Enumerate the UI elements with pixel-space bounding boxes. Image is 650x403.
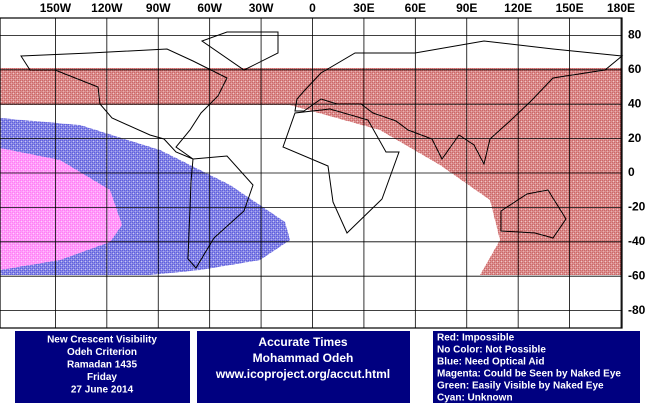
info-line: Friday: [87, 372, 117, 383]
lat-label: -40: [628, 234, 646, 248]
lat-label: -80: [628, 303, 646, 317]
legend-entry: Green: Easily Visible by Naked Eye: [437, 381, 604, 392]
map-frame: [0, 17, 623, 329]
naked-eye-region: [0, 148, 122, 270]
legend-box: [433, 331, 640, 403]
info-line: Odeh Criterion: [67, 347, 137, 358]
south-america: [187, 155, 254, 269]
author-box: [197, 331, 410, 403]
lon-label: 30E: [353, 1, 374, 15]
legend-entry: Blue: Need Optical Aid: [437, 357, 544, 368]
author-line: Mohammad Odeh: [253, 351, 354, 365]
lon-label: 60E: [405, 1, 426, 15]
lat-label: 60: [628, 62, 642, 76]
lon-label: 0: [309, 1, 316, 15]
lon-label: 90W: [146, 1, 171, 15]
author-line: www.icoproject.org/accut.html: [215, 367, 390, 381]
africa: [282, 108, 400, 234]
info-line: Ramadan 1435: [67, 360, 137, 371]
coastlines: [20, 31, 624, 269]
legend-entry: Magenta: Could be Seen by Naked Eye: [437, 369, 621, 380]
lon-label: 120W: [91, 1, 123, 15]
lon-label: 180E: [607, 1, 635, 15]
axis-labels: 150W 120W 90W 60W 30W 0 30E 60E 90E 120E 150E 180E 8…: [40, 1, 646, 317]
lon-label: 150W: [40, 1, 72, 15]
legend-entry: No Color: Not Possible: [437, 345, 546, 356]
author-line: Accurate Times: [258, 335, 347, 349]
australia: [500, 189, 567, 239]
lat-label: 0: [628, 165, 635, 179]
lat-label: 20: [628, 131, 642, 145]
info-line: 27 June 2014: [71, 385, 134, 396]
lon-label: 120E: [504, 1, 532, 15]
info-line: New Crescent Visibility: [47, 335, 157, 346]
lat-label: -60: [628, 268, 646, 282]
greenland: [200, 31, 279, 71]
info-box: [15, 331, 190, 403]
lon-label: 30W: [249, 1, 274, 15]
lon-label: 90E: [456, 1, 477, 15]
lon-label: 150E: [556, 1, 584, 15]
legend-entry: Red: Impossible: [437, 333, 515, 344]
lat-label: 80: [628, 28, 642, 42]
eurasia: [294, 40, 624, 166]
visibility-regions: [0, 68, 622, 275]
lon-label: 60W: [197, 1, 222, 15]
lat-label: 40: [628, 96, 642, 110]
lat-label: -20: [628, 200, 646, 214]
grid: [0, 18, 622, 328]
legend-entry: Cyan: Unknown: [437, 393, 513, 403]
